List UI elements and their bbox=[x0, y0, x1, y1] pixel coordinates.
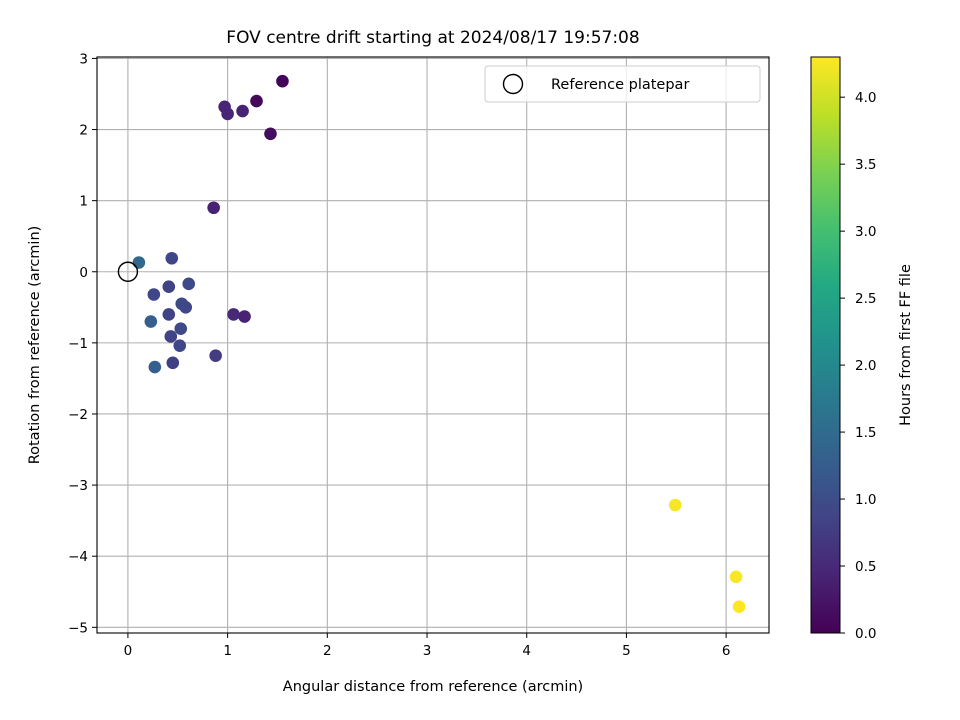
data-point bbox=[221, 107, 234, 121]
legend-open-circle-marker bbox=[502, 73, 524, 95]
data-point bbox=[236, 104, 249, 118]
y-tick-label: 0 bbox=[79, 265, 88, 281]
colorbar-tick-label: 1.5 bbox=[855, 425, 876, 441]
x-tick-label: 3 bbox=[423, 643, 432, 659]
x-tick-label: 2 bbox=[323, 643, 332, 659]
legend-box bbox=[484, 65, 761, 103]
data-point bbox=[207, 201, 220, 215]
data-point bbox=[148, 360, 162, 374]
colorbar-ticks: 0.0 0.5 1.0 1.5 2.0 2.5 3.0 3.5 4.0 bbox=[840, 90, 876, 642]
legend: Reference platepar bbox=[484, 65, 761, 103]
data-point bbox=[729, 570, 743, 584]
colorbar-tick-label: 1.0 bbox=[855, 492, 876, 508]
data-point bbox=[166, 356, 180, 370]
y-tick-label: 1 bbox=[79, 194, 88, 210]
x-tick-label: 0 bbox=[124, 643, 133, 659]
y-tick-label: −3 bbox=[68, 478, 88, 494]
data-point bbox=[238, 310, 251, 323]
colorbar: 0.0 0.5 1.0 1.5 2.0 2.5 3.0 3.5 4.0 Hours from f… bbox=[810, 56, 914, 642]
data-point bbox=[179, 301, 193, 314]
data-point bbox=[162, 280, 176, 293]
data-point bbox=[164, 330, 178, 343]
data-point bbox=[147, 288, 161, 301]
reference-marker-layer bbox=[117, 261, 139, 282]
plot-area-frame bbox=[96, 56, 770, 634]
data-point bbox=[250, 94, 263, 108]
colorbar-tick-label: 2.0 bbox=[855, 358, 876, 374]
x-tick-label: 6 bbox=[722, 643, 731, 659]
y-tick-label: −5 bbox=[68, 620, 88, 636]
y-tick-label: −2 bbox=[68, 407, 88, 423]
y-tick-label: −4 bbox=[68, 549, 88, 565]
x-axis-label: Angular distance from reference (arcmin) bbox=[283, 679, 583, 695]
data-point bbox=[264, 127, 277, 141]
legend-entry-reference: Reference platepar bbox=[551, 77, 689, 93]
data-point bbox=[182, 277, 196, 291]
x-tick-label: 4 bbox=[522, 643, 531, 659]
y-tick-label: 2 bbox=[79, 123, 88, 139]
data-point bbox=[209, 349, 222, 362]
data-point bbox=[668, 498, 682, 512]
x-axis-ticks: 0 1 2 3 4 5 6 bbox=[124, 633, 731, 659]
data-point bbox=[227, 308, 240, 321]
grid-lines bbox=[97, 57, 769, 633]
data-point bbox=[276, 74, 289, 88]
y-tick-label: −1 bbox=[68, 336, 88, 352]
colorbar-tick-label: 0.0 bbox=[855, 626, 876, 642]
data-point bbox=[165, 251, 179, 265]
reference-platepar-marker bbox=[117, 261, 139, 282]
y-tick-label: 3 bbox=[79, 51, 88, 67]
data-point bbox=[174, 322, 188, 335]
colorbar-tick-label: 3.0 bbox=[855, 224, 876, 240]
data-points bbox=[132, 74, 746, 613]
colorbar-tick-label: 4.0 bbox=[855, 90, 876, 106]
data-point bbox=[132, 256, 146, 269]
colorbar-tick-label: 0.5 bbox=[855, 559, 876, 575]
y-axis-ticks: −5 −4 −3 −2 −1 0 1 2 3 bbox=[68, 51, 97, 636]
data-point bbox=[732, 600, 746, 613]
colorbar-gradient bbox=[810, 56, 841, 634]
colorbar-label: Hours from first FF file bbox=[898, 264, 914, 426]
colorbar-tick-label: 2.5 bbox=[855, 291, 876, 307]
y-axis-label: Rotation from reference (arcmin) bbox=[27, 226, 43, 465]
x-tick-label: 5 bbox=[622, 643, 631, 659]
x-tick-label: 1 bbox=[223, 643, 232, 659]
data-point bbox=[173, 339, 187, 353]
data-point bbox=[144, 315, 158, 328]
chart-title: FOV centre drift starting at 2024/08/17 … bbox=[226, 28, 639, 48]
data-point bbox=[162, 308, 176, 321]
colorbar-tick-label: 3.5 bbox=[855, 157, 876, 173]
